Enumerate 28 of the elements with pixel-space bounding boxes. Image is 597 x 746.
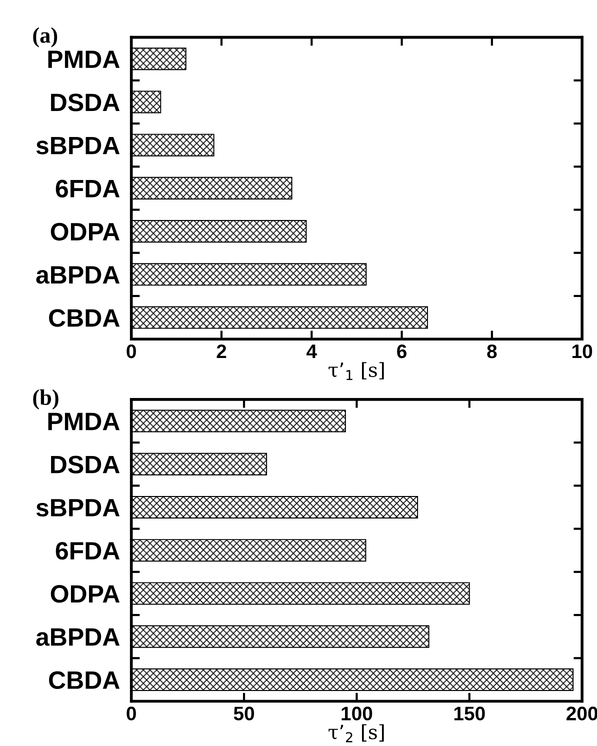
x-axis-title: τ’$_{1}$ [s] <box>328 362 384 380</box>
x-tick-label: 0 <box>126 706 136 720</box>
y-tick-label: CBDA <box>49 671 120 689</box>
y-tick-label: DSDA <box>51 456 120 474</box>
y-tick-label: aBPDA <box>36 266 120 284</box>
y-tick-label: ODPA <box>50 222 120 241</box>
chart-title: (a) <box>33 27 58 48</box>
y-tick-label: ODPA <box>50 585 120 603</box>
x-tick-label: 100 <box>342 706 372 720</box>
x-tick-label: 8 <box>487 344 497 358</box>
y-tick-label: 6FDA <box>56 542 120 560</box>
x-tick-label: 4 <box>306 344 317 358</box>
x-tick-label: 10 <box>572 344 592 358</box>
x-axis-title: τ’$_{2}$ [s] <box>328 724 384 742</box>
y-tick-label: sBPDA <box>36 499 120 517</box>
chart-title: (b) <box>33 389 58 410</box>
y-tick-label: aBPDA <box>36 628 120 646</box>
y-tick-label: 6FDA <box>56 180 120 198</box>
y-tick-label: PMDA <box>48 412 120 430</box>
x-tick-label: 2 <box>216 344 226 358</box>
y-tick-label: sBPDA <box>36 136 120 154</box>
x-tick-label: 50 <box>234 706 254 720</box>
x-tick-label: 6 <box>397 344 406 358</box>
y-tick-label: CBDA <box>49 309 120 327</box>
x-tick-label: 150 <box>454 706 485 720</box>
y-tick-label: DSDA <box>51 94 120 112</box>
y-tick-label: PMDA <box>48 50 120 68</box>
x-tick-label: 0 <box>126 344 136 358</box>
